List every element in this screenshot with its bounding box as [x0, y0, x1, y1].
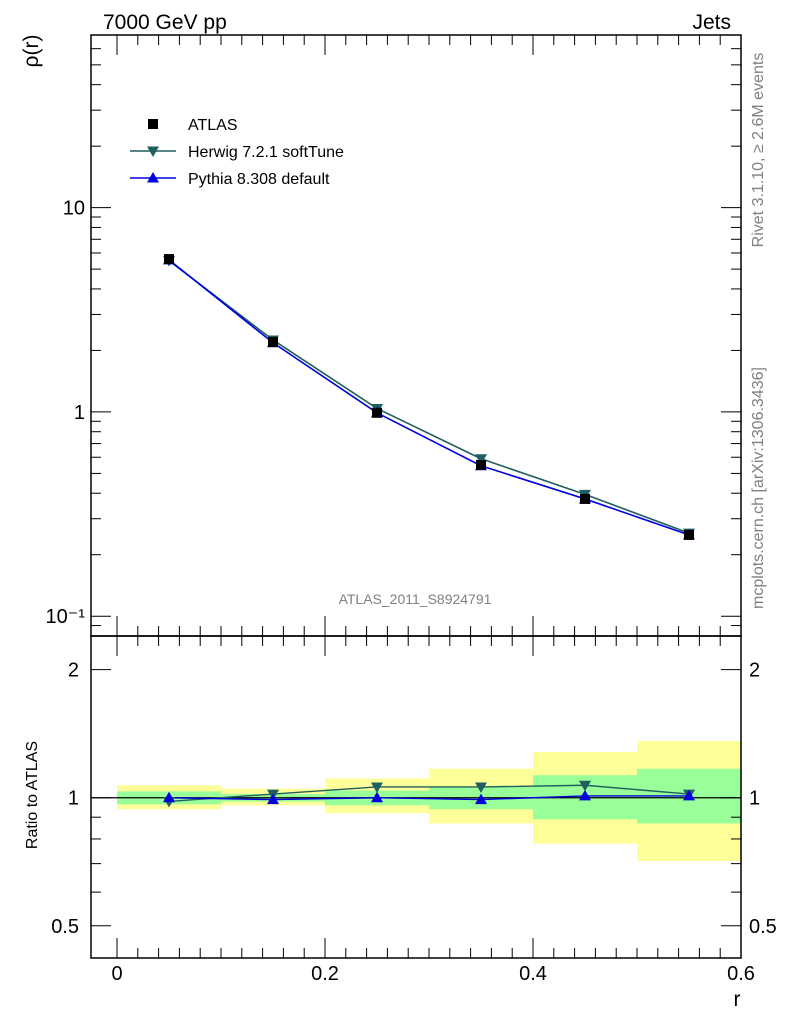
ratio-plot-panel: 0.5 0.5 1 1 2 2 Ratio to ATLAS 0 0.2 0.4 0.6 r: [24, 635, 777, 1011]
ratio-plot-frame: [90, 635, 742, 959]
x-axis-label: r: [734, 988, 741, 1011]
data-point-atlas-4: [580, 493, 590, 504]
ratio-point-pythia-8-308-default-1: [267, 793, 279, 805]
main-plot-panel: 10⁻¹ 1 10 ρ(r): [20, 34, 742, 637]
ratio-line-pythia-8-308-default: [168, 795, 689, 801]
header-energy-label: 7000 GeV pp: [103, 11, 227, 34]
ratio-line-herwig-7-2-1-softtune: [168, 784, 690, 803]
legend-label-pythia-8-308-default: Pythia 8.308 default: [188, 171, 330, 188]
data-point-atlas-3: [476, 459, 486, 470]
ratio-point-pythia-8-308-default-3: [475, 793, 487, 805]
ratio-y-tick-label-right: 2: [749, 660, 760, 682]
mcplots-url-label: mcplots.cern.ch [arXiv:1306.3436]: [750, 367, 767, 609]
ratio-point-herwig-7-2-1-softtune-3: [475, 782, 487, 793]
x-tick-label: 0.6: [727, 963, 755, 985]
ratio-point-pythia-8-308-default-5: [683, 789, 695, 801]
header-jets-label: Jets: [692, 11, 731, 34]
ratio-y-tick-label-left: 0.5: [51, 916, 79, 938]
x-tick-label: 0.2: [311, 963, 339, 985]
ratio-point-pythia-8-308-default-4: [579, 789, 591, 801]
y-tick-label: 10: [63, 198, 85, 220]
legend-marker-herwig-7-2-1-softtune: [147, 146, 159, 157]
data-point-atlas-0: [164, 254, 174, 265]
x-tick-label: 0: [111, 963, 122, 985]
data-point-herwig-7-2-1-softtune-3: [475, 454, 487, 465]
ratio-point-herwig-7-2-1-softtune-2: [371, 782, 383, 793]
ratio-y-tick-label-left: 2: [68, 660, 79, 682]
x-tick-label: 0.4: [519, 963, 547, 985]
series-line-pythia-8-308-default: [168, 259, 690, 536]
legend-label-atlas: ATLAS: [188, 117, 238, 134]
ratio-point-herwig-7-2-1-softtune-4: [579, 780, 591, 792]
series-line-herwig-7-2-1-softtune: [168, 260, 690, 534]
legend-label-herwig-7-2-1-softtune: Herwig 7.2.1 softTune: [188, 144, 344, 161]
ratio-point-pythia-8-308-default-0: [163, 791, 175, 803]
ratio-y-axis-label: Ratio to ATLAS: [24, 741, 41, 849]
data-point-atlas-2: [372, 407, 382, 418]
legend-marker-atlas: [148, 119, 158, 129]
ratio-y-tick-label-left: 1: [68, 788, 79, 810]
y-tick-label: 1: [74, 402, 85, 424]
legend: ATLAS Herwig 7.2.1 softTune Pythia 8.308 d…: [130, 117, 344, 188]
data-point-atlas-1: [268, 336, 278, 347]
ratio-y-tick-label-right: 0.5: [749, 916, 777, 938]
legend-marker-pythia-8-308-default: [147, 172, 159, 183]
analysis-watermark: ATLAS_2011_S8924791: [339, 591, 492, 607]
y-axis-label: ρ(r): [20, 35, 43, 68]
ratio-point-pythia-8-308-default-2: [371, 791, 383, 803]
rivet-version-label: Rivet 3.1.10, ≥ 2.6M events: [750, 53, 767, 248]
ratio-y-tick-label-right: 1: [749, 788, 760, 810]
y-tick-label: 10⁻¹: [46, 606, 86, 628]
data-point-atlas-5: [684, 529, 694, 540]
